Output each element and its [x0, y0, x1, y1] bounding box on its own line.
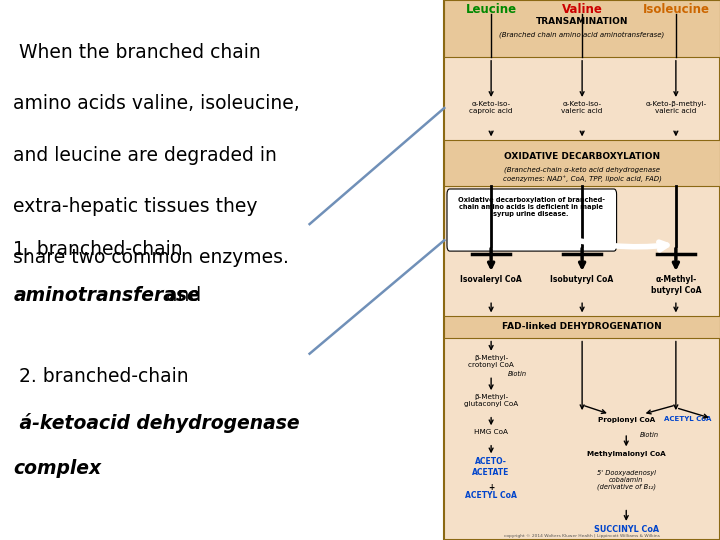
Text: Isoleucine: Isoleucine: [642, 3, 709, 16]
Text: ACETO-
ACETATE: ACETO- ACETATE: [472, 457, 510, 477]
Text: Biotin: Biotin: [640, 431, 659, 438]
Text: share two common enzymes.: share two common enzymes.: [14, 248, 289, 267]
Text: +: +: [488, 483, 494, 492]
FancyBboxPatch shape: [447, 189, 616, 251]
Text: Oxidative decarboxylation of branched-
chain amino acids is deficient in maple
s: Oxidative decarboxylation of branched- c…: [458, 197, 605, 217]
Text: β-Methyl-
crotonyl CoA: β-Methyl- crotonyl CoA: [468, 355, 514, 368]
Bar: [444, 140, 720, 186]
Text: Isobutyryl CoA: Isobutyryl CoA: [551, 275, 613, 285]
Text: Leucine: Leucine: [466, 3, 517, 16]
Text: HMG CoA: HMG CoA: [474, 429, 508, 435]
Text: Methylmalonyl CoA: Methylmalonyl CoA: [587, 451, 665, 457]
Text: complex: complex: [14, 459, 102, 478]
Text: 5' Dooxyadenosyl
cobalamin
(derivative of B₁₂): 5' Dooxyadenosyl cobalamin (derivative o…: [597, 470, 656, 490]
Text: α-Methyl-
butyryl CoA: α-Methyl- butyryl CoA: [651, 275, 701, 295]
Text: Propionyl CoA: Propionyl CoA: [598, 417, 655, 423]
Text: 2. branched-chain: 2. branched-chain: [14, 367, 189, 386]
Text: á-ketoacid dehydrogenase: á-ketoacid dehydrogenase: [14, 413, 300, 433]
Text: coenzymes: NAD⁺, CoA, TPP, lipoic acid, FAD): coenzymes: NAD⁺, CoA, TPP, lipoic acid, …: [503, 176, 662, 183]
Text: aminotransferase: aminotransferase: [14, 286, 200, 305]
Text: TRANSAMINATION: TRANSAMINATION: [536, 17, 629, 26]
Text: and: and: [160, 286, 201, 305]
Text: Isovaleryl CoA: Isovaleryl CoA: [460, 275, 522, 285]
Text: copyright © 2014 Wolters Kluwer Health | Lippincott Williams & Wilkins: copyright © 2014 Wolters Kluwer Health |…: [504, 535, 660, 538]
Text: amino acids valine, isoleucine,: amino acids valine, isoleucine,: [14, 94, 300, 113]
Text: α-Keto-iso-
caproic acid: α-Keto-iso- caproic acid: [469, 101, 513, 114]
Text: OXIDATIVE DECARBOXYLATION: OXIDATIVE DECARBOXYLATION: [504, 152, 660, 161]
Text: ACETYL CoA: ACETYL CoA: [465, 491, 517, 501]
Text: Valine: Valine: [562, 3, 603, 16]
Bar: [444, 0, 720, 57]
Text: 1. branched-chain: 1. branched-chain: [14, 240, 183, 259]
Text: and leucine are degraded in: and leucine are degraded in: [14, 146, 277, 165]
Text: α-Keto-β-methyl-
valeric acid: α-Keto-β-methyl- valeric acid: [645, 101, 706, 114]
Text: ACETYL CoA: ACETYL CoA: [665, 416, 712, 422]
Text: (Branched chain amino acid aminotransferase): (Branched chain amino acid aminotransfer…: [500, 31, 665, 38]
Bar: [444, 316, 720, 338]
Text: SUCCINYL CoA: SUCCINYL CoA: [594, 525, 659, 534]
Text: extra-hepatic tissues they: extra-hepatic tissues they: [14, 197, 258, 216]
Text: β-Methyl-
glutaconyl CoA: β-Methyl- glutaconyl CoA: [464, 394, 518, 407]
Text: FAD-linked DEHYDROGENATION: FAD-linked DEHYDROGENATION: [503, 322, 662, 331]
Text: Biotin: Biotin: [508, 370, 527, 377]
Text: α-Keto-iso-
valeric acid: α-Keto-iso- valeric acid: [562, 101, 603, 114]
Text: When the branched chain: When the branched chain: [14, 43, 261, 62]
Text: (Branched-chain α-keto acid dehydrogenase: (Branched-chain α-keto acid dehydrogenas…: [504, 166, 660, 173]
